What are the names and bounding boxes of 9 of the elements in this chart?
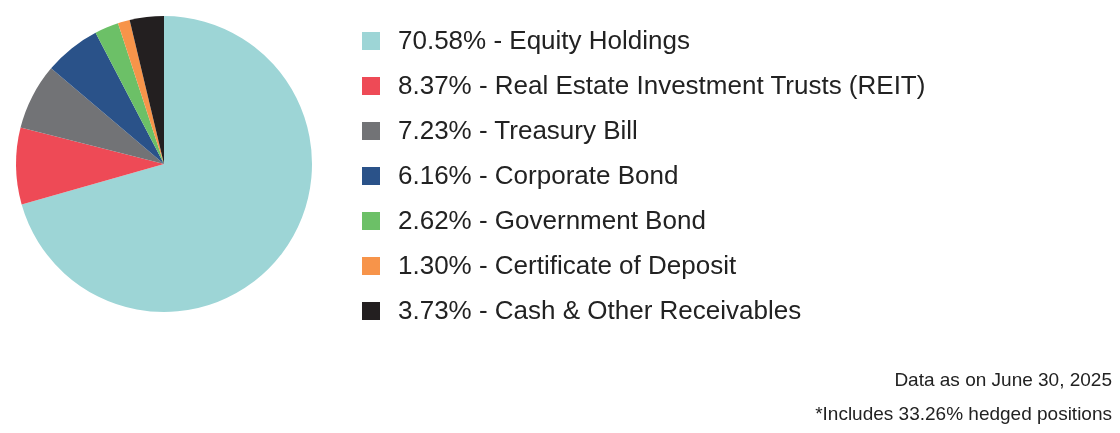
legend-label: 2.62% - Government Bond (398, 205, 706, 236)
legend-label: 3.73% - Cash & Other Receivables (398, 295, 802, 326)
legend-label: 7.23% - Treasury Bill (398, 115, 638, 146)
legend-label: 8.37% - Real Estate Investment Trusts (REIT) (398, 70, 926, 101)
legend-label: 1.30% - Certificate of Deposit (398, 250, 737, 281)
legend-label: 70.58% - Equity Holdings (398, 25, 690, 56)
legend-label: 6.16% - Corporate Bond (398, 160, 679, 191)
text: Data as on June 30, 2025 (893, 369, 1112, 391)
text: *Includes 33.26% hedged positions (815, 403, 1112, 425)
